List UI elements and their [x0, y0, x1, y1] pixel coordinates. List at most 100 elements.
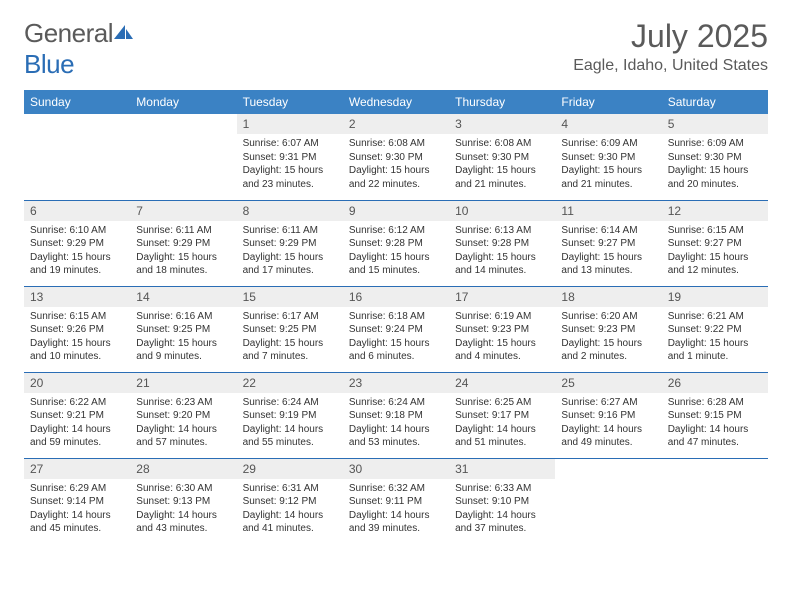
sunset-line: Sunset: 9:14 PM	[30, 495, 124, 509]
month-title: July 2025	[573, 18, 768, 55]
day-content: Sunrise: 6:10 AMSunset: 9:29 PMDaylight:…	[24, 221, 130, 282]
sunrise-line: Sunrise: 6:10 AM	[30, 224, 124, 238]
day-number: 14	[130, 287, 236, 307]
day-content: Sunrise: 6:25 AMSunset: 9:17 PMDaylight:…	[449, 393, 555, 454]
day-number: 26	[662, 373, 768, 393]
daylight-line: Daylight: 15 hours and 10 minutes.	[30, 337, 124, 364]
daylight-line: Daylight: 15 hours and 2 minutes.	[561, 337, 655, 364]
sunset-line: Sunset: 9:20 PM	[136, 409, 230, 423]
day-number: 6	[24, 201, 130, 221]
daylight-line: Daylight: 15 hours and 20 minutes.	[668, 164, 762, 191]
day-content: Sunrise: 6:23 AMSunset: 9:20 PMDaylight:…	[130, 393, 236, 454]
sunset-line: Sunset: 9:30 PM	[561, 151, 655, 165]
day-content: Sunrise: 6:27 AMSunset: 9:16 PMDaylight:…	[555, 393, 661, 454]
sunset-line: Sunset: 9:13 PM	[136, 495, 230, 509]
sunrise-line: Sunrise: 6:29 AM	[30, 482, 124, 496]
day-number: 3	[449, 114, 555, 134]
weekday-header: Thursday	[449, 90, 555, 114]
sunrise-line: Sunrise: 6:08 AM	[349, 137, 443, 151]
calendar-day-cell: 25Sunrise: 6:27 AMSunset: 9:16 PMDayligh…	[555, 372, 661, 458]
calendar-day-cell: 4Sunrise: 6:09 AMSunset: 9:30 PMDaylight…	[555, 114, 661, 200]
sunrise-line: Sunrise: 6:07 AM	[243, 137, 337, 151]
sunrise-line: Sunrise: 6:15 AM	[30, 310, 124, 324]
sunset-line: Sunset: 9:24 PM	[349, 323, 443, 337]
calendar-day-cell: 8Sunrise: 6:11 AMSunset: 9:29 PMDaylight…	[237, 200, 343, 286]
calendar-day-cell: 7Sunrise: 6:11 AMSunset: 9:29 PMDaylight…	[130, 200, 236, 286]
logo-word1: General	[24, 18, 113, 48]
day-number: 27	[24, 459, 130, 479]
sunrise-line: Sunrise: 6:08 AM	[455, 137, 549, 151]
calendar-day-cell: 10Sunrise: 6:13 AMSunset: 9:28 PMDayligh…	[449, 200, 555, 286]
sunrise-line: Sunrise: 6:28 AM	[668, 396, 762, 410]
calendar-day-cell: 3Sunrise: 6:08 AMSunset: 9:30 PMDaylight…	[449, 114, 555, 200]
sunset-line: Sunset: 9:27 PM	[561, 237, 655, 251]
daylight-line: Daylight: 14 hours and 41 minutes.	[243, 509, 337, 536]
sunrise-line: Sunrise: 6:24 AM	[243, 396, 337, 410]
day-number: 25	[555, 373, 661, 393]
daylight-line: Daylight: 14 hours and 55 minutes.	[243, 423, 337, 450]
daylight-line: Daylight: 14 hours and 49 minutes.	[561, 423, 655, 450]
calendar-day-cell: 18Sunrise: 6:20 AMSunset: 9:23 PMDayligh…	[555, 286, 661, 372]
daylight-line: Daylight: 15 hours and 15 minutes.	[349, 251, 443, 278]
day-number: 11	[555, 201, 661, 221]
location: Eagle, Idaho, United States	[573, 57, 768, 75]
calendar-day-cell: 1Sunrise: 6:07 AMSunset: 9:31 PMDaylight…	[237, 114, 343, 200]
sunset-line: Sunset: 9:31 PM	[243, 151, 337, 165]
sunrise-line: Sunrise: 6:25 AM	[455, 396, 549, 410]
sunrise-line: Sunrise: 6:33 AM	[455, 482, 549, 496]
weekday-header-row: SundayMondayTuesdayWednesdayThursdayFrid…	[24, 90, 768, 114]
sunset-line: Sunset: 9:25 PM	[243, 323, 337, 337]
calendar-day-cell: 20Sunrise: 6:22 AMSunset: 9:21 PMDayligh…	[24, 372, 130, 458]
day-content: Sunrise: 6:08 AMSunset: 9:30 PMDaylight:…	[343, 134, 449, 195]
sunset-line: Sunset: 9:28 PM	[455, 237, 549, 251]
daylight-line: Daylight: 15 hours and 6 minutes.	[349, 337, 443, 364]
calendar-day-cell: 29Sunrise: 6:31 AMSunset: 9:12 PMDayligh…	[237, 458, 343, 544]
sunset-line: Sunset: 9:28 PM	[349, 237, 443, 251]
sunset-line: Sunset: 9:16 PM	[561, 409, 655, 423]
day-content: Sunrise: 6:31 AMSunset: 9:12 PMDaylight:…	[237, 479, 343, 540]
calendar-body: 1Sunrise: 6:07 AMSunset: 9:31 PMDaylight…	[24, 114, 768, 544]
daylight-line: Daylight: 14 hours and 53 minutes.	[349, 423, 443, 450]
day-number: 24	[449, 373, 555, 393]
calendar-day-cell: 12Sunrise: 6:15 AMSunset: 9:27 PMDayligh…	[662, 200, 768, 286]
sunrise-line: Sunrise: 6:14 AM	[561, 224, 655, 238]
calendar-day-cell: 11Sunrise: 6:14 AMSunset: 9:27 PMDayligh…	[555, 200, 661, 286]
weekday-header: Wednesday	[343, 90, 449, 114]
sunset-line: Sunset: 9:29 PM	[30, 237, 124, 251]
day-number: 5	[662, 114, 768, 134]
day-content: Sunrise: 6:30 AMSunset: 9:13 PMDaylight:…	[130, 479, 236, 540]
calendar-day-cell: 13Sunrise: 6:15 AMSunset: 9:26 PMDayligh…	[24, 286, 130, 372]
day-number: 23	[343, 373, 449, 393]
sunrise-line: Sunrise: 6:17 AM	[243, 310, 337, 324]
day-number: 15	[237, 287, 343, 307]
day-content: Sunrise: 6:16 AMSunset: 9:25 PMDaylight:…	[130, 307, 236, 368]
calendar-day-cell: 17Sunrise: 6:19 AMSunset: 9:23 PMDayligh…	[449, 286, 555, 372]
day-number: 8	[237, 201, 343, 221]
sunset-line: Sunset: 9:30 PM	[455, 151, 549, 165]
daylight-line: Daylight: 14 hours and 37 minutes.	[455, 509, 549, 536]
daylight-line: Daylight: 14 hours and 59 minutes.	[30, 423, 124, 450]
day-content: Sunrise: 6:13 AMSunset: 9:28 PMDaylight:…	[449, 221, 555, 282]
sunset-line: Sunset: 9:10 PM	[455, 495, 549, 509]
daylight-line: Daylight: 15 hours and 12 minutes.	[668, 251, 762, 278]
calendar-day-cell	[555, 458, 661, 544]
daylight-line: Daylight: 14 hours and 43 minutes.	[136, 509, 230, 536]
calendar-day-cell: 28Sunrise: 6:30 AMSunset: 9:13 PMDayligh…	[130, 458, 236, 544]
sunrise-line: Sunrise: 6:13 AM	[455, 224, 549, 238]
sunset-line: Sunset: 9:19 PM	[243, 409, 337, 423]
sunrise-line: Sunrise: 6:32 AM	[349, 482, 443, 496]
day-number: 12	[662, 201, 768, 221]
calendar-day-cell: 6Sunrise: 6:10 AMSunset: 9:29 PMDaylight…	[24, 200, 130, 286]
sunrise-line: Sunrise: 6:21 AM	[668, 310, 762, 324]
calendar-week-row: 6Sunrise: 6:10 AMSunset: 9:29 PMDaylight…	[24, 200, 768, 286]
calendar-day-cell: 26Sunrise: 6:28 AMSunset: 9:15 PMDayligh…	[662, 372, 768, 458]
calendar-day-cell: 15Sunrise: 6:17 AMSunset: 9:25 PMDayligh…	[237, 286, 343, 372]
calendar-day-cell: 21Sunrise: 6:23 AMSunset: 9:20 PMDayligh…	[130, 372, 236, 458]
daylight-line: Daylight: 14 hours and 57 minutes.	[136, 423, 230, 450]
day-number: 30	[343, 459, 449, 479]
calendar-day-cell	[662, 458, 768, 544]
day-content: Sunrise: 6:24 AMSunset: 9:18 PMDaylight:…	[343, 393, 449, 454]
day-content: Sunrise: 6:11 AMSunset: 9:29 PMDaylight:…	[237, 221, 343, 282]
logo-text: General Blue	[24, 18, 135, 80]
sunrise-line: Sunrise: 6:27 AM	[561, 396, 655, 410]
